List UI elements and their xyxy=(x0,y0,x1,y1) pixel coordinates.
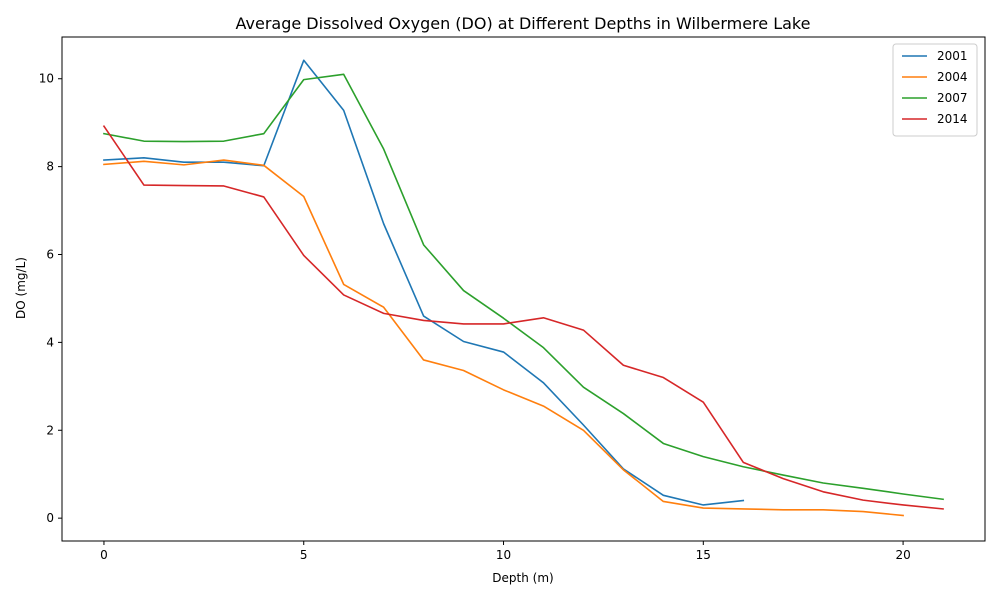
y-tick-label: 10 xyxy=(39,72,54,86)
y-tick-label: 4 xyxy=(46,335,54,349)
legend-label-2007: 2007 xyxy=(937,91,968,105)
y-tick-label: 6 xyxy=(46,248,54,262)
x-tick-label: 10 xyxy=(496,548,511,562)
y-axis-title: DO (mg/L) xyxy=(14,257,28,319)
series-layer xyxy=(102,59,944,517)
series-line-2014 xyxy=(102,125,944,510)
x-tick-label: 0 xyxy=(100,548,108,562)
legend-label-2001: 2001 xyxy=(937,49,968,63)
legend: 2001 2004 2007 2014 xyxy=(892,43,978,137)
y-tick-label: 8 xyxy=(46,160,54,174)
series-line-2001 xyxy=(103,59,745,506)
x-tick-label: 20 xyxy=(895,548,910,562)
series-line-2007 xyxy=(103,73,944,501)
axes-layer: 0 5 10 15 20 0 2 4 6 8 10 xyxy=(39,36,986,562)
legend-label-2014: 2014 xyxy=(937,112,968,126)
y-tick-label: 2 xyxy=(46,423,54,437)
x-tick-label: 15 xyxy=(696,548,711,562)
plot-frame xyxy=(61,36,986,542)
x-tick-label: 5 xyxy=(300,548,308,562)
legend-label-2004: 2004 xyxy=(937,70,968,84)
y-tick-label: 0 xyxy=(46,511,54,525)
legend-box xyxy=(892,43,978,137)
chart-title: Average Dissolved Oxygen (DO) at Differe… xyxy=(236,14,811,33)
series-line-2004 xyxy=(103,159,904,517)
x-axis-title: Depth (m) xyxy=(492,571,553,585)
